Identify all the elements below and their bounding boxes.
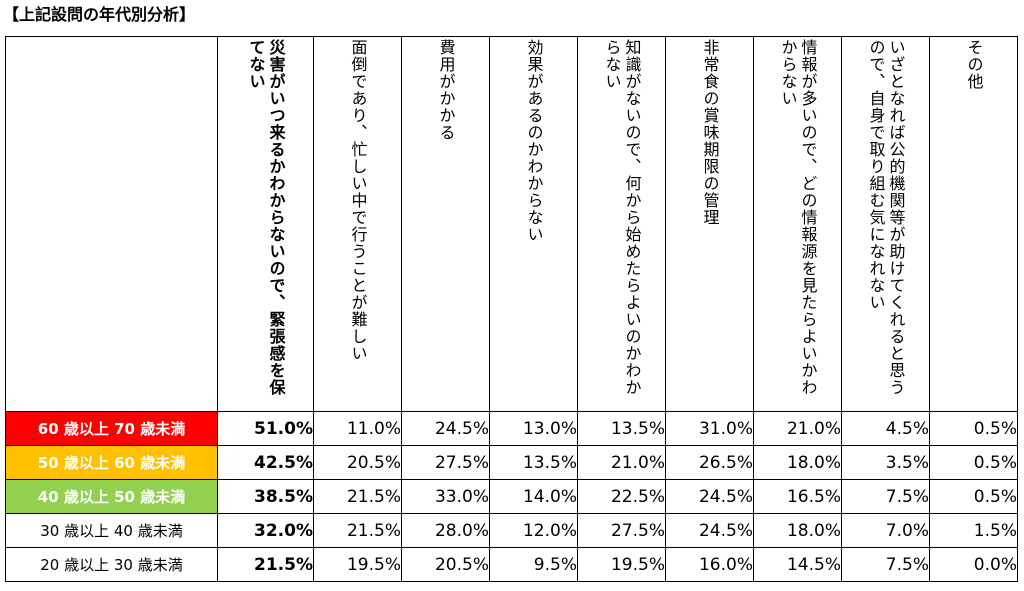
table-cell: 28.0% bbox=[401, 513, 490, 548]
table-cell: 0.5% bbox=[929, 411, 1018, 446]
table-cell: 18.0% bbox=[753, 445, 842, 480]
column-header: 非常食の賞味期限の管理 bbox=[665, 36, 754, 412]
table-cell: 11.0% bbox=[313, 411, 402, 446]
column-header-label: 災害がいつ来るかわからないので、緊張感を保てない bbox=[246, 39, 286, 396]
table-cell: 20.5% bbox=[313, 445, 402, 480]
table-cell: 26.5% bbox=[665, 445, 754, 480]
table-cell: 13.0% bbox=[489, 411, 578, 446]
corner-cell bbox=[5, 36, 218, 412]
table-cell: 19.5% bbox=[577, 547, 666, 582]
header-row: 災害がいつ来るかわからないので、緊張感を保てない 面倒であり、忙しい中で行うこと… bbox=[5, 36, 1018, 412]
column-header: 効果があるのかわからない bbox=[489, 36, 578, 412]
table-cell: 14.5% bbox=[753, 547, 842, 582]
table-cell: 0.5% bbox=[929, 445, 1018, 480]
column-header: 費用がかかる bbox=[401, 36, 490, 412]
table-cell: 14.0% bbox=[489, 479, 578, 514]
table-cell: 38.5% bbox=[217, 479, 314, 514]
row-label: 60 歳以上 70 歳未満 bbox=[5, 411, 218, 446]
table-cell: 7.5% bbox=[841, 479, 930, 514]
column-header-label: 知識がないので、何から始めたらよいのかわからない bbox=[602, 39, 642, 396]
table-cell: 1.5% bbox=[929, 513, 1018, 548]
table-cell: 42.5% bbox=[217, 445, 314, 480]
row-label: 20 歳以上 30 歳未満 bbox=[5, 547, 218, 582]
column-header-label: その他 bbox=[964, 39, 984, 90]
table-cell: 51.0% bbox=[217, 411, 314, 446]
table-cell: 27.5% bbox=[577, 513, 666, 548]
table-cell: 20.5% bbox=[401, 547, 490, 582]
table-cell: 33.0% bbox=[401, 479, 490, 514]
table-cell: 16.0% bbox=[665, 547, 754, 582]
row-label: 50 歳以上 60 歳未満 bbox=[5, 445, 218, 480]
table-cell: 13.5% bbox=[489, 445, 578, 480]
table-cell: 24.5% bbox=[665, 479, 754, 514]
page-title: 【上記設問の年代別分析】 bbox=[3, 5, 196, 24]
table-cell: 19.5% bbox=[313, 547, 402, 582]
column-header-label: 非常食の賞味期限の管理 bbox=[700, 39, 720, 226]
column-header: 知識がないので、何から始めたらよいのかわからない bbox=[577, 36, 666, 412]
column-header: 情報が多いので、どの情報源を見たらよいかわからない bbox=[753, 36, 842, 412]
table-cell: 3.5% bbox=[841, 445, 930, 480]
table-cell: 24.5% bbox=[401, 411, 490, 446]
table-cell: 4.5% bbox=[841, 411, 930, 446]
table-cell: 21.0% bbox=[753, 411, 842, 446]
column-header-label: 情報が多いので、どの情報源を見たらよいかわからない bbox=[778, 39, 818, 396]
table-cell: 31.0% bbox=[665, 411, 754, 446]
row-label: 30 歳以上 40 歳未満 bbox=[5, 513, 218, 548]
table-cell: 7.0% bbox=[841, 513, 930, 548]
table-cell: 0.0% bbox=[929, 547, 1018, 582]
table-cell: 21.5% bbox=[217, 547, 314, 582]
table-cell: 9.5% bbox=[489, 547, 578, 582]
column-header-label: 効果があるのかわからない bbox=[524, 39, 544, 243]
column-header: 面倒であり、忙しい中で行うことが難しい bbox=[313, 36, 402, 412]
table-cell: 32.0% bbox=[217, 513, 314, 548]
table-cell: 13.5% bbox=[577, 411, 666, 446]
row-label: 40 歳以上 50 歳未満 bbox=[5, 479, 218, 514]
table-row: 30 歳以上 40 歳未満 32.0% 21.5% 28.0% 12.0% 27.5% 24… bbox=[5, 513, 1018, 548]
column-header: 災害がいつ来るかわからないので、緊張感を保てない bbox=[217, 36, 314, 412]
table-cell: 27.5% bbox=[401, 445, 490, 480]
table-row: 60 歳以上 70 歳未満 51.0% 11.0% 24.5% 13.0% 13.5% 31… bbox=[5, 411, 1018, 446]
table-cell: 24.5% bbox=[665, 513, 754, 548]
age-analysis-table: 災害がいつ来るかわからないので、緊張感を保てない 面倒であり、忙しい中で行うこと… bbox=[5, 36, 1018, 582]
column-header: いざとなれば公的機関等が助けてくれると思うので、自身で取り組む気になれない bbox=[841, 36, 930, 412]
table-cell: 18.0% bbox=[753, 513, 842, 548]
table-cell: 21.5% bbox=[313, 479, 402, 514]
column-header-label: 費用がかかる bbox=[436, 39, 456, 141]
table-cell: 7.5% bbox=[841, 547, 930, 582]
table-cell: 12.0% bbox=[489, 513, 578, 548]
table-row: 20 歳以上 30 歳未満 21.5% 19.5% 20.5% 9.5% 19.5% 16.… bbox=[5, 547, 1018, 582]
column-header-label: 面倒であり、忙しい中で行うことが難しい bbox=[348, 39, 368, 362]
table-cell: 0.5% bbox=[929, 479, 1018, 514]
column-header: その他 bbox=[929, 36, 1018, 412]
column-header-label: いざとなれば公的機関等が助けてくれると思うので、自身で取り組む気になれない bbox=[866, 39, 906, 396]
table-cell: 22.5% bbox=[577, 479, 666, 514]
table-row: 50 歳以上 60 歳未満 42.5% 20.5% 27.5% 13.5% 21.0% 26… bbox=[5, 445, 1018, 480]
table-row: 40 歳以上 50 歳未満 38.5% 21.5% 33.0% 14.0% 22.5% 24… bbox=[5, 479, 1018, 514]
table-cell: 21.0% bbox=[577, 445, 666, 480]
table-cell: 21.5% bbox=[313, 513, 402, 548]
table-cell: 16.5% bbox=[753, 479, 842, 514]
